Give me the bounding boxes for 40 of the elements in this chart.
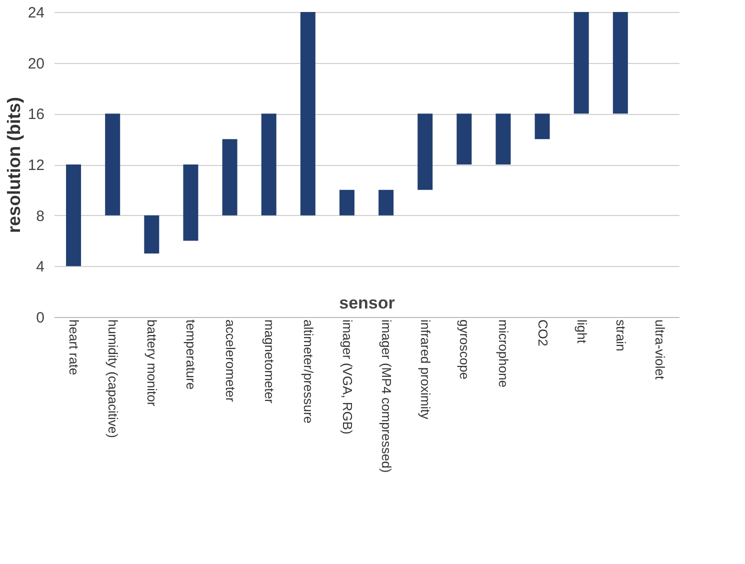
bar: [105, 114, 120, 216]
x-tick-label: gyroscope: [457, 320, 472, 380]
bar: [378, 190, 394, 216]
y-axis-title: resolution (bits): [4, 97, 24, 233]
x-tick-label: humidity (capacitive): [106, 320, 121, 438]
bar: [496, 114, 511, 164]
x-axis-title: sensor: [339, 294, 396, 312]
x-tick-label: imager (VGA, RGB): [340, 320, 355, 434]
bar: [222, 139, 238, 216]
x-tick-label: infrared proximity: [418, 320, 434, 420]
y-tick-label: 8: [36, 208, 44, 225]
bar: [574, 12, 589, 114]
y-tick-label: 4: [36, 258, 44, 276]
bar: [66, 164, 82, 266]
bar: [300, 12, 316, 216]
bar: [339, 190, 354, 216]
x-tick-label: altimeter/pressure: [300, 320, 316, 424]
x-tick-label: microphone: [496, 320, 512, 388]
x-tick-label: temperature: [184, 320, 199, 390]
bar: [144, 215, 160, 254]
x-tick-label: accelerometer: [222, 320, 238, 403]
x-tick-label: battery monitor: [144, 320, 160, 407]
y-tick-label: 24: [28, 4, 44, 22]
bar: [183, 164, 198, 241]
bar: [612, 12, 628, 114]
y-tick-label: 12: [28, 157, 44, 174]
bar: [456, 114, 472, 164]
y-tick-label: 20: [28, 55, 44, 72]
bar: [261, 114, 276, 216]
x-tick-label: imager (MP4 compressed): [379, 320, 394, 473]
x-tick-label: strain: [613, 320, 628, 352]
bar: [534, 114, 550, 140]
bar: [418, 114, 433, 190]
x-tick-label: ultra-violet: [652, 320, 668, 380]
y-tick-label: 0: [36, 310, 44, 326]
y-tick-label: 16: [28, 106, 44, 124]
x-tick-label: heart rate: [66, 320, 82, 376]
x-tick-label: CO2: [535, 320, 550, 346]
x-tick-label: light: [574, 320, 590, 344]
x-tick-label: magnetometer: [262, 320, 277, 404]
